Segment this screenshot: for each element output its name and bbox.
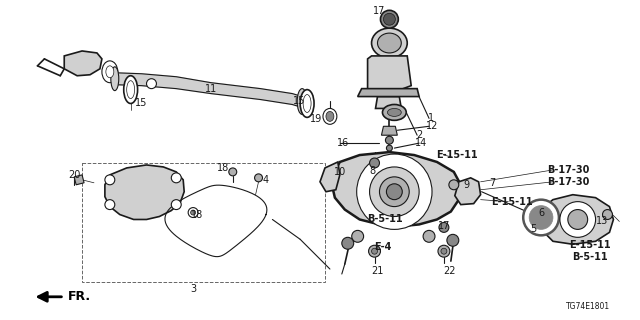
Ellipse shape [147,79,156,89]
Text: 16: 16 [337,138,349,148]
Circle shape [188,208,198,218]
Text: 17: 17 [373,6,386,16]
Circle shape [423,230,435,242]
Circle shape [342,237,354,249]
Text: 4: 4 [262,175,269,185]
Circle shape [105,200,115,210]
Ellipse shape [323,108,337,124]
Text: 21: 21 [371,266,384,276]
Circle shape [105,175,115,185]
Circle shape [560,202,596,237]
Ellipse shape [111,67,119,91]
Text: 11: 11 [205,84,217,94]
Circle shape [380,10,398,28]
Text: B-5-11: B-5-11 [572,252,607,262]
Text: 15: 15 [293,96,305,106]
Text: 6: 6 [538,208,544,218]
Text: 9: 9 [463,180,470,190]
Polygon shape [455,178,481,204]
Circle shape [191,210,196,215]
Circle shape [369,158,380,168]
Ellipse shape [102,61,118,83]
Text: 12: 12 [426,121,438,131]
Circle shape [369,245,380,257]
Text: 3: 3 [190,284,196,294]
Polygon shape [376,97,401,108]
Circle shape [369,167,419,217]
Text: E-4: E-4 [374,242,391,252]
Polygon shape [367,56,412,96]
Polygon shape [332,152,461,227]
Ellipse shape [387,108,401,116]
Polygon shape [358,89,419,97]
Ellipse shape [303,95,311,112]
Circle shape [387,184,403,200]
Polygon shape [540,195,613,244]
Polygon shape [320,162,340,192]
Bar [82,163,325,282]
Ellipse shape [378,33,401,53]
Circle shape [172,173,181,183]
Text: 2: 2 [416,130,422,140]
Polygon shape [74,175,84,185]
Ellipse shape [383,105,406,120]
Circle shape [356,154,432,229]
Ellipse shape [106,66,114,78]
Circle shape [172,200,181,210]
Circle shape [255,174,262,182]
Circle shape [524,200,559,235]
Text: 20: 20 [68,170,81,180]
Text: 10: 10 [333,167,346,177]
Circle shape [385,136,394,144]
Ellipse shape [127,81,134,99]
Circle shape [439,222,449,232]
Polygon shape [115,73,302,108]
Circle shape [449,180,459,190]
Ellipse shape [372,28,407,58]
Circle shape [441,248,447,254]
Text: 18: 18 [217,163,229,173]
Text: 8: 8 [369,166,376,176]
Text: 17: 17 [438,221,450,231]
Ellipse shape [326,111,334,121]
Text: E-15-11: E-15-11 [492,196,533,207]
Text: TG74E1801: TG74E1801 [566,302,610,311]
Circle shape [529,206,553,229]
Polygon shape [105,165,184,220]
Circle shape [387,145,392,151]
Circle shape [372,248,378,254]
Text: 1: 1 [428,113,434,124]
Text: 13: 13 [596,216,609,227]
Circle shape [438,245,450,257]
Text: 19: 19 [310,114,322,124]
Ellipse shape [300,90,314,117]
Text: B-17-30: B-17-30 [547,165,589,175]
Text: FR.: FR. [68,290,92,303]
Circle shape [447,234,459,246]
Text: B-5-11: B-5-11 [367,214,403,224]
Text: 22: 22 [444,266,456,276]
Circle shape [352,230,364,242]
Polygon shape [381,126,397,135]
Text: 18: 18 [191,210,204,220]
Text: 7: 7 [490,178,495,188]
Text: E-15-11: E-15-11 [569,240,611,250]
Text: 5: 5 [530,224,536,234]
Ellipse shape [124,76,138,103]
Circle shape [568,210,588,229]
Text: 15: 15 [136,99,148,108]
Ellipse shape [297,89,307,114]
Circle shape [602,210,612,220]
Text: B-17-30: B-17-30 [547,177,589,187]
Circle shape [228,168,237,176]
Polygon shape [64,51,102,76]
Text: E-15-11: E-15-11 [436,150,477,160]
Text: 14: 14 [415,138,428,148]
Circle shape [383,13,396,25]
Circle shape [380,177,409,207]
